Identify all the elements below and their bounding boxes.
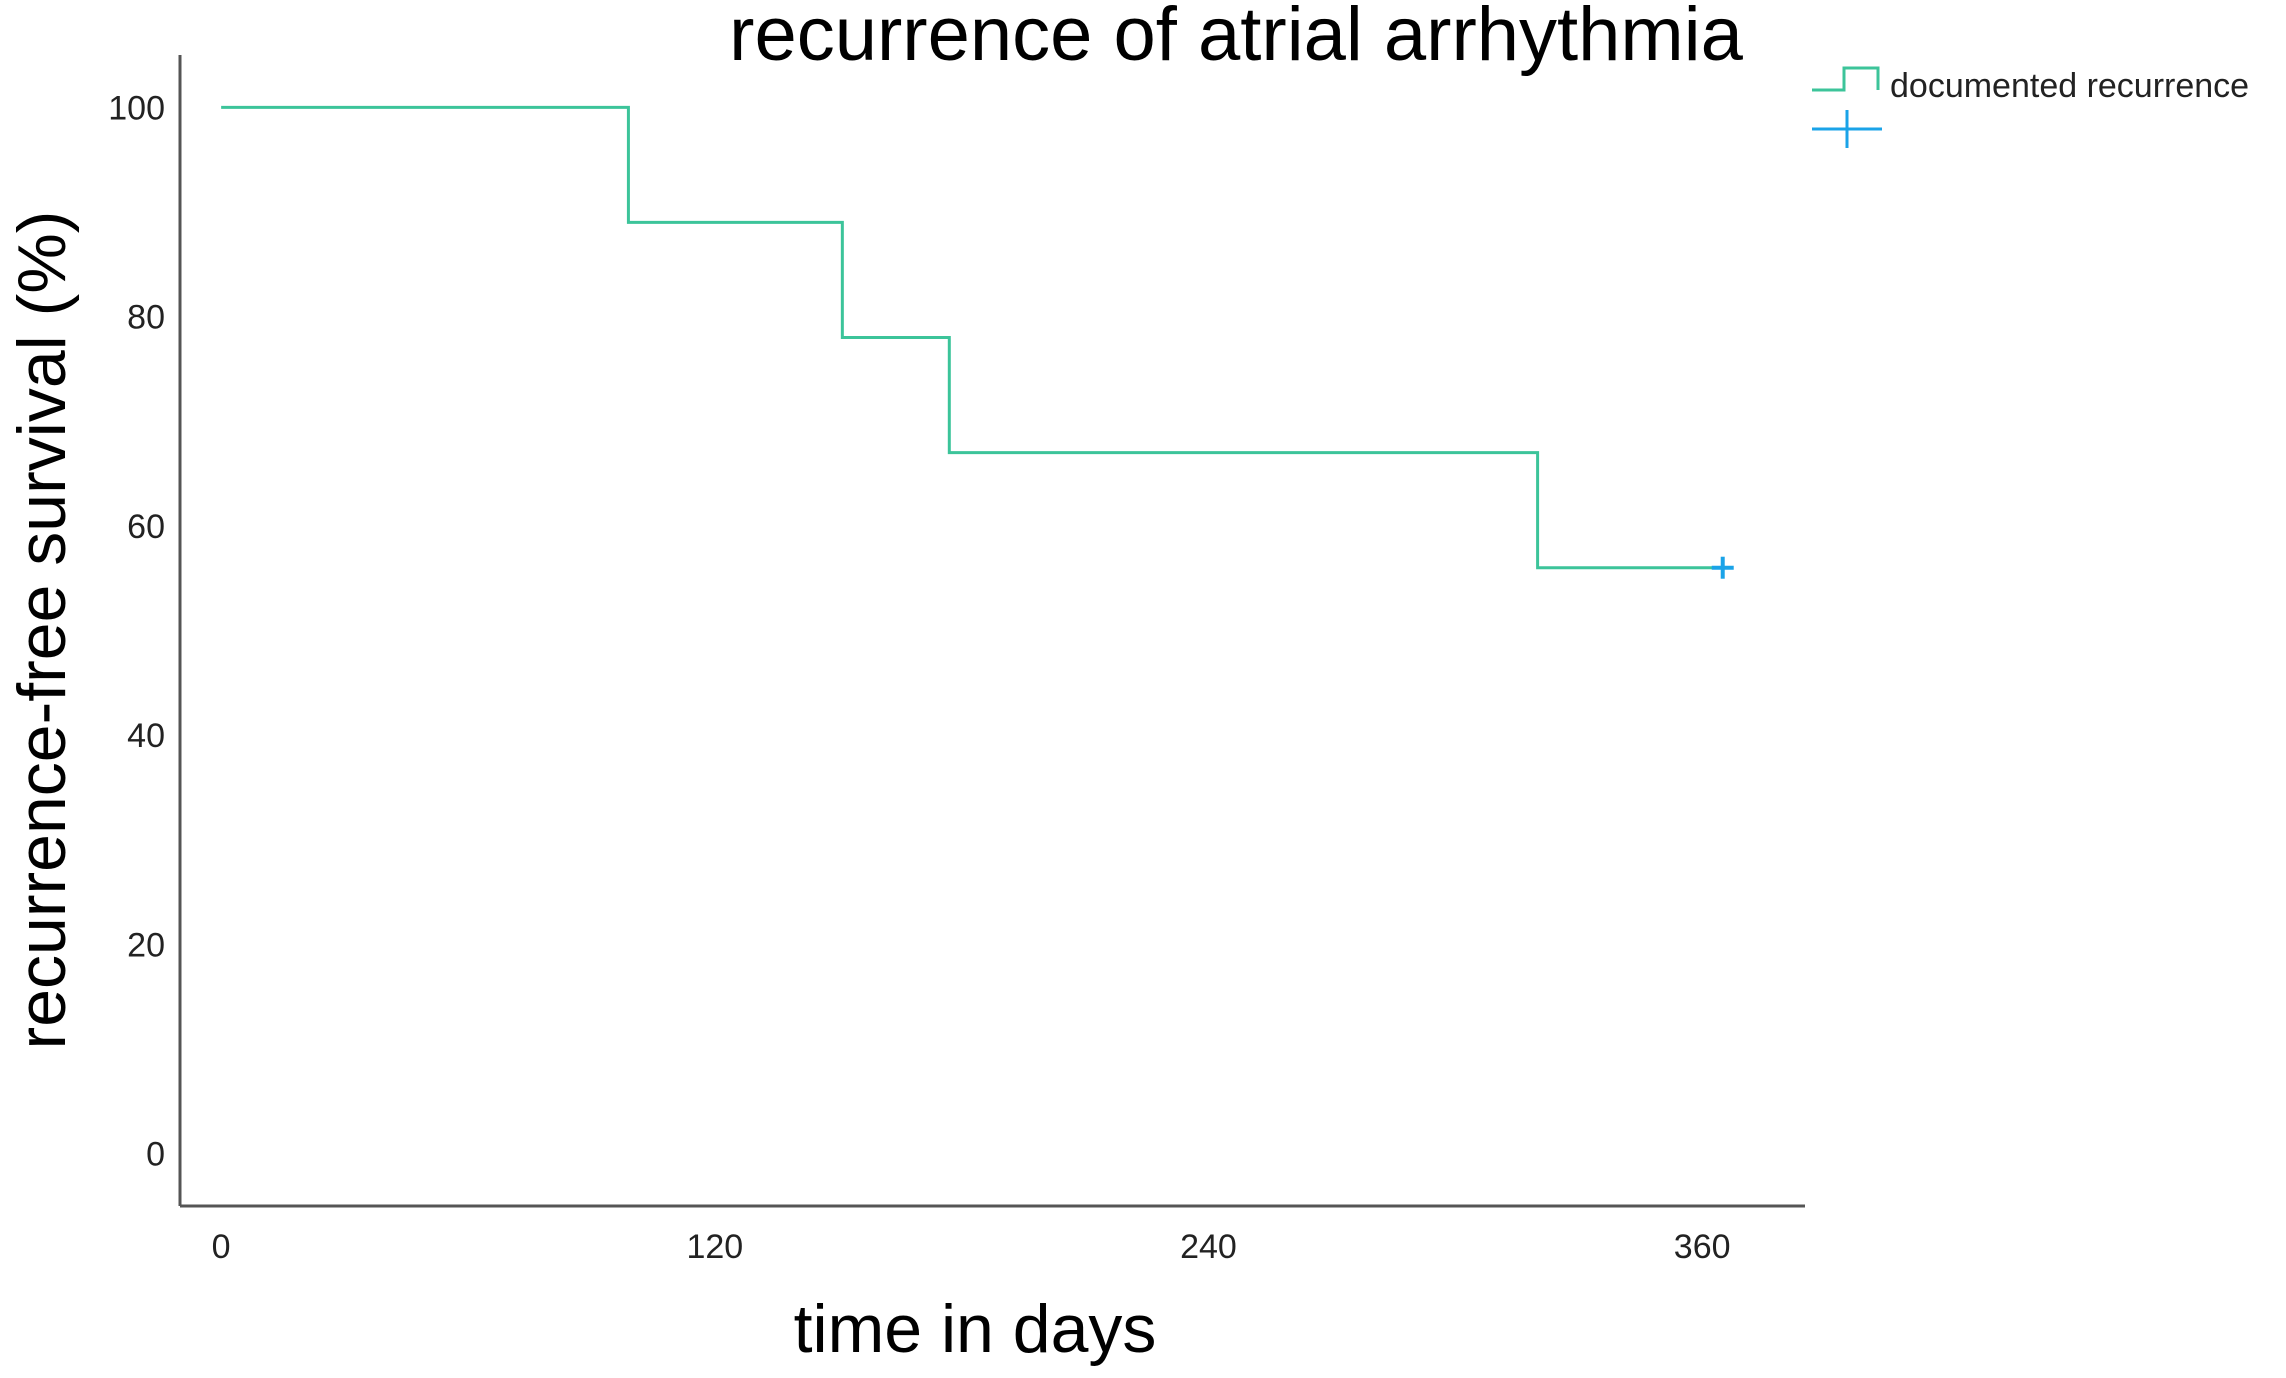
- y-tick-label: 100: [108, 89, 165, 127]
- y-tick-labels: 0 20 40 60 80 100: [108, 89, 165, 1173]
- x-tick-label: 240: [1180, 1228, 1237, 1266]
- censor-mark: [1711, 556, 1734, 579]
- legend-censor-symbol: [1812, 110, 1882, 148]
- series-layer: [221, 105, 1734, 579]
- y-tick-label: 80: [127, 299, 165, 337]
- legend-label-documented-recurrence: documented recurrence: [1890, 67, 2249, 105]
- y-axis-title: recurrence-free survival (%): [4, 211, 80, 1050]
- legend-step-symbol: [1812, 66, 1880, 92]
- x-tick-labels: 0 120 240 360: [212, 1228, 1731, 1266]
- x-tick-label: 120: [686, 1228, 743, 1266]
- series-documented-recurrence-line: [221, 105, 1723, 570]
- legend: documented recurrence: [1812, 66, 2249, 148]
- x-tick-label: 360: [1674, 1228, 1731, 1266]
- y-tick-label: 40: [127, 717, 165, 755]
- x-tick-label: 0: [212, 1228, 231, 1266]
- y-tick-label: 0: [146, 1136, 165, 1174]
- chart-title: recurrence of atrial arrhythmia: [729, 0, 1743, 77]
- y-tick-label: 20: [127, 926, 165, 964]
- x-axis-title: time in days: [794, 1291, 1157, 1367]
- y-tick-label: 60: [127, 508, 165, 546]
